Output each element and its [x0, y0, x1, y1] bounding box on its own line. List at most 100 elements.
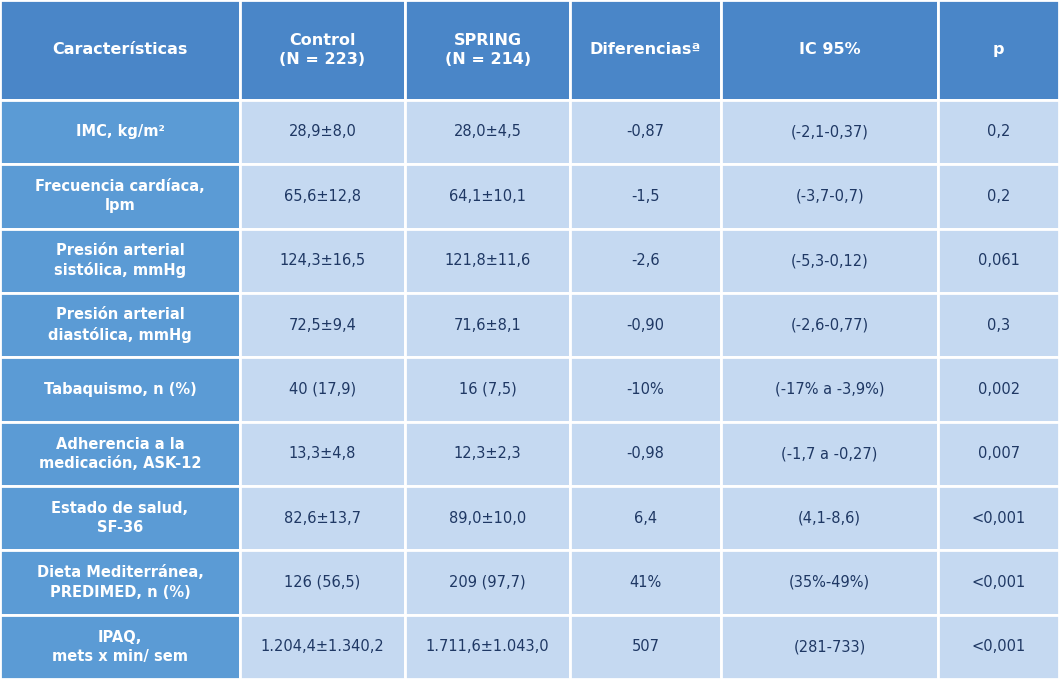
Text: -10%: -10%	[627, 382, 664, 397]
FancyBboxPatch shape	[0, 164, 240, 229]
Text: (-17% a -3,9%): (-17% a -3,9%)	[775, 382, 884, 397]
FancyBboxPatch shape	[938, 614, 1059, 679]
FancyBboxPatch shape	[721, 229, 938, 293]
FancyBboxPatch shape	[0, 614, 240, 679]
Text: 12,3±2,3: 12,3±2,3	[454, 446, 521, 461]
FancyBboxPatch shape	[406, 0, 570, 100]
Text: Adherencia a la
medicación, ASK-12: Adherencia a la medicación, ASK-12	[39, 437, 201, 471]
FancyBboxPatch shape	[721, 100, 938, 164]
Text: Presión arterial
sistólica, mmHg: Presión arterial sistólica, mmHg	[54, 243, 186, 278]
Text: 209 (97,7): 209 (97,7)	[449, 575, 526, 590]
Text: SPRING
(N = 214): SPRING (N = 214)	[445, 33, 531, 67]
FancyBboxPatch shape	[570, 100, 721, 164]
FancyBboxPatch shape	[938, 486, 1059, 550]
Text: 16 (7,5): 16 (7,5)	[459, 382, 517, 397]
FancyBboxPatch shape	[0, 550, 240, 614]
FancyBboxPatch shape	[240, 229, 406, 293]
Text: Diferenciasª: Diferenciasª	[590, 42, 701, 58]
FancyBboxPatch shape	[240, 486, 406, 550]
Text: 40 (17,9): 40 (17,9)	[289, 382, 356, 397]
FancyBboxPatch shape	[938, 357, 1059, 422]
Text: <0,001: <0,001	[971, 640, 1026, 655]
Text: 64,1±10,1: 64,1±10,1	[449, 189, 526, 204]
FancyBboxPatch shape	[240, 164, 406, 229]
Text: IC 95%: IC 95%	[798, 42, 861, 58]
Text: 0,061: 0,061	[977, 253, 1020, 268]
FancyBboxPatch shape	[570, 229, 721, 293]
FancyBboxPatch shape	[938, 0, 1059, 100]
Text: (-2,6-0,77): (-2,6-0,77)	[791, 318, 868, 333]
FancyBboxPatch shape	[721, 486, 938, 550]
Text: Frecuencia cardíaca,
lpm: Frecuencia cardíaca, lpm	[35, 179, 204, 213]
Text: (4,1-8,6): (4,1-8,6)	[798, 511, 861, 526]
Text: 89,0±10,0: 89,0±10,0	[449, 511, 526, 526]
Text: 6,4: 6,4	[634, 511, 658, 526]
Text: (-2,1-0,37): (-2,1-0,37)	[791, 124, 868, 139]
FancyBboxPatch shape	[240, 293, 406, 357]
FancyBboxPatch shape	[570, 614, 721, 679]
FancyBboxPatch shape	[240, 614, 406, 679]
Text: -1,5: -1,5	[631, 189, 660, 204]
Text: 507: 507	[631, 640, 660, 655]
Text: 82,6±13,7: 82,6±13,7	[284, 511, 361, 526]
FancyBboxPatch shape	[938, 293, 1059, 357]
FancyBboxPatch shape	[406, 293, 570, 357]
FancyBboxPatch shape	[721, 614, 938, 679]
FancyBboxPatch shape	[570, 164, 721, 229]
FancyBboxPatch shape	[721, 0, 938, 100]
FancyBboxPatch shape	[406, 229, 570, 293]
FancyBboxPatch shape	[406, 357, 570, 422]
Text: -2,6: -2,6	[631, 253, 660, 268]
Text: p: p	[993, 42, 1005, 58]
FancyBboxPatch shape	[570, 0, 721, 100]
Text: (-5,3-0,12): (-5,3-0,12)	[791, 253, 868, 268]
FancyBboxPatch shape	[240, 0, 406, 100]
FancyBboxPatch shape	[938, 164, 1059, 229]
FancyBboxPatch shape	[0, 422, 240, 486]
Text: (35%-49%): (35%-49%)	[789, 575, 870, 590]
FancyBboxPatch shape	[721, 164, 938, 229]
Text: 0,3: 0,3	[987, 318, 1010, 333]
Text: IPAQ,
mets x min/ sem: IPAQ, mets x min/ sem	[52, 629, 187, 664]
Text: IMC, kg/m²: IMC, kg/m²	[75, 124, 164, 139]
Text: 1.204,4±1.340,2: 1.204,4±1.340,2	[261, 640, 384, 655]
Text: 72,5±9,4: 72,5±9,4	[288, 318, 357, 333]
FancyBboxPatch shape	[0, 0, 240, 100]
FancyBboxPatch shape	[406, 100, 570, 164]
FancyBboxPatch shape	[938, 100, 1059, 164]
Text: 0,007: 0,007	[977, 446, 1020, 461]
FancyBboxPatch shape	[406, 422, 570, 486]
Text: Tabaquismo, n (%): Tabaquismo, n (%)	[43, 382, 196, 397]
Text: 13,3±4,8: 13,3±4,8	[289, 446, 356, 461]
FancyBboxPatch shape	[240, 100, 406, 164]
Text: (-1,7 a -0,27): (-1,7 a -0,27)	[782, 446, 878, 461]
Text: <0,001: <0,001	[971, 575, 1026, 590]
FancyBboxPatch shape	[938, 422, 1059, 486]
Text: Presión arterial
diastólica, mmHg: Presión arterial diastólica, mmHg	[48, 308, 192, 343]
FancyBboxPatch shape	[0, 229, 240, 293]
FancyBboxPatch shape	[570, 550, 721, 614]
FancyBboxPatch shape	[938, 229, 1059, 293]
FancyBboxPatch shape	[406, 614, 570, 679]
Text: 121,8±11,6: 121,8±11,6	[445, 253, 531, 268]
FancyBboxPatch shape	[0, 357, 240, 422]
Text: (281-733): (281-733)	[793, 640, 866, 655]
FancyBboxPatch shape	[721, 550, 938, 614]
Text: <0,001: <0,001	[971, 511, 1026, 526]
Text: 65,6±12,8: 65,6±12,8	[284, 189, 361, 204]
FancyBboxPatch shape	[240, 357, 406, 422]
Text: 71,6±8,1: 71,6±8,1	[453, 318, 521, 333]
FancyBboxPatch shape	[0, 486, 240, 550]
FancyBboxPatch shape	[721, 422, 938, 486]
Text: 28,0±4,5: 28,0±4,5	[453, 124, 522, 139]
FancyBboxPatch shape	[570, 486, 721, 550]
FancyBboxPatch shape	[721, 357, 938, 422]
Text: 28,9±8,0: 28,9±8,0	[288, 124, 357, 139]
FancyBboxPatch shape	[240, 422, 406, 486]
FancyBboxPatch shape	[0, 100, 240, 164]
FancyBboxPatch shape	[0, 293, 240, 357]
Text: 0,2: 0,2	[987, 189, 1010, 204]
Text: Dieta Mediterránea,
PREDIMED, n (%): Dieta Mediterránea, PREDIMED, n (%)	[36, 566, 203, 600]
FancyBboxPatch shape	[406, 486, 570, 550]
Text: 0,002: 0,002	[977, 382, 1020, 397]
